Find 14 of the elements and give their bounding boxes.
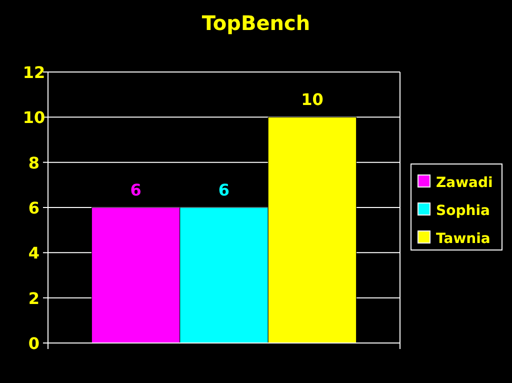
y-tick-label: 12 <box>22 63 46 82</box>
y-tick-label: 8 <box>28 153 40 172</box>
legend-label: Sophia <box>436 203 490 219</box>
y-tick-label: 4 <box>28 244 40 263</box>
y-tick-label: 2 <box>28 288 40 308</box>
y-tick-label: 0 <box>28 334 40 353</box>
y-tick-label: 10 <box>22 108 46 128</box>
y-tick-label: 6 <box>28 198 40 218</box>
data-label: 6 <box>130 180 142 200</box>
legend-label: Zawadi <box>436 175 493 191</box>
data-label: 6 <box>218 180 230 200</box>
chart-title: TopBench <box>202 11 310 35</box>
data-label: 10 <box>301 90 324 110</box>
legend-label: Tawnia <box>436 231 490 247</box>
